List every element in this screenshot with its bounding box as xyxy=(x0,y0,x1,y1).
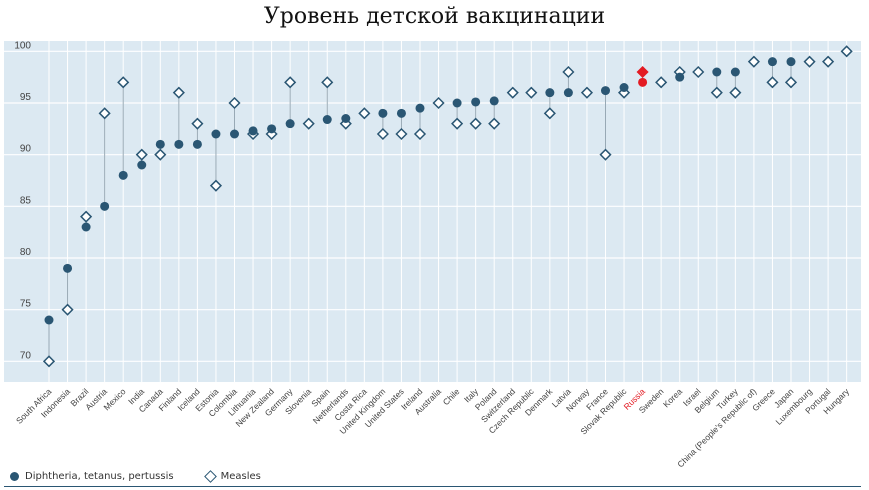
dtp-point-40 xyxy=(786,57,796,67)
dtp-point-13 xyxy=(285,119,295,129)
measles-point-35 xyxy=(692,65,705,79)
y-tick-label-95: 95 xyxy=(20,92,32,103)
measles-point-23 xyxy=(469,117,482,130)
dtp-point-6 xyxy=(155,139,165,149)
legend-label-dtp: Diphtheria, tetanus, pertussis xyxy=(25,471,174,482)
measles-point-18 xyxy=(376,127,389,141)
dtp-point-37 xyxy=(730,67,740,77)
y-tick-label-90: 90 xyxy=(20,144,32,155)
legend-diamond-icon xyxy=(203,470,217,483)
measles-point-29 xyxy=(580,86,594,99)
dtp-point-19 xyxy=(396,108,406,118)
dtp-point-31 xyxy=(619,83,629,92)
bottom-rule xyxy=(4,486,861,487)
measles-point-17 xyxy=(358,107,371,120)
y-tick-label-70: 70 xyxy=(20,350,32,361)
dtp-point-24 xyxy=(489,96,499,106)
dtp-point-36 xyxy=(712,67,722,77)
measles-point-3 xyxy=(98,107,111,120)
dtp-point-30 xyxy=(601,86,610,96)
x-tick-label-22: Chile xyxy=(441,386,462,407)
measles-point-5 xyxy=(135,148,148,161)
measles-point-19 xyxy=(395,127,408,141)
y-tick-label-100: 100 xyxy=(14,40,31,51)
measles-point-28 xyxy=(562,65,575,79)
dtp-point-22 xyxy=(452,98,462,108)
legend: Diphtheria, tetanus, pertussis Measles xyxy=(10,470,261,483)
y-tick-label-75: 75 xyxy=(20,299,32,310)
dtp-point-32 xyxy=(638,77,648,87)
dtp-point-18 xyxy=(378,108,388,118)
legend-label-measles: Measles xyxy=(220,471,261,482)
dtp-point-3 xyxy=(100,201,110,211)
measles-point-32 xyxy=(636,65,649,79)
dtp-point-12 xyxy=(267,124,277,134)
measles-point-1 xyxy=(61,303,74,316)
measles-point-7 xyxy=(172,86,185,99)
measles-point-43 xyxy=(840,45,853,58)
measles-point-40 xyxy=(784,76,798,89)
measles-point-15 xyxy=(321,76,334,89)
dtp-point-7 xyxy=(174,139,184,149)
measles-point-26 xyxy=(525,86,538,99)
measles-point-38 xyxy=(747,55,760,68)
measles-point-10 xyxy=(228,96,241,110)
measles-point-2 xyxy=(80,210,93,223)
measles-point-6 xyxy=(154,148,167,161)
dtp-point-2 xyxy=(81,222,91,232)
dtp-point-27 xyxy=(545,88,555,98)
dtp-point-4 xyxy=(118,170,128,180)
measles-point-20 xyxy=(413,127,427,141)
dtp-point-11 xyxy=(248,126,258,136)
measles-point-42 xyxy=(822,55,835,68)
dtp-point-0 xyxy=(44,315,54,325)
measles-point-4 xyxy=(117,76,130,89)
legend-circle-icon xyxy=(10,472,19,481)
plot-background xyxy=(4,41,861,382)
measles-point-13 xyxy=(284,76,297,89)
y-tick-label-80: 80 xyxy=(20,247,32,258)
measles-point-24 xyxy=(488,117,501,130)
dtp-point-28 xyxy=(563,88,573,98)
measles-point-9 xyxy=(209,179,223,192)
measles-point-37 xyxy=(729,86,742,99)
measles-point-33 xyxy=(655,76,668,89)
dtp-point-39 xyxy=(767,57,777,67)
measles-point-22 xyxy=(451,117,464,130)
dtp-point-16 xyxy=(341,114,351,123)
measles-point-25 xyxy=(506,86,519,99)
dtp-point-10 xyxy=(230,129,239,139)
y-tick-label-85: 85 xyxy=(20,195,32,206)
measles-point-21 xyxy=(432,96,445,110)
measles-point-8 xyxy=(191,117,204,130)
x-tick-label-34: Korea xyxy=(661,386,684,409)
measles-point-0 xyxy=(42,355,56,368)
dtp-point-8 xyxy=(192,139,202,149)
dtp-point-15 xyxy=(322,115,332,125)
dtp-point-9 xyxy=(211,129,221,139)
measles-point-36 xyxy=(710,86,723,99)
dtp-point-5 xyxy=(137,160,147,170)
measles-point-41 xyxy=(803,55,816,68)
measles-point-39 xyxy=(766,76,779,89)
dtp-point-20 xyxy=(415,103,425,113)
dtp-point-34 xyxy=(675,72,685,82)
dtp-point-1 xyxy=(63,263,73,273)
dtp-point-23 xyxy=(471,97,481,107)
measles-point-30 xyxy=(599,148,612,161)
chart-title: Уровень детской вакцинации xyxy=(263,4,606,29)
measles-point-27 xyxy=(543,107,556,120)
measles-point-14 xyxy=(302,117,315,130)
